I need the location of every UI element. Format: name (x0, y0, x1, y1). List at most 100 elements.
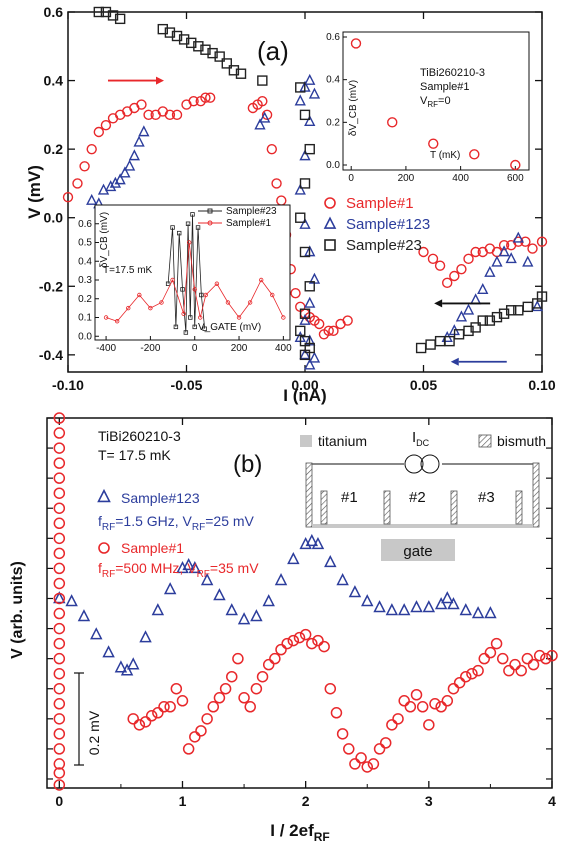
panel-a-point-circle (188, 95, 199, 107)
panel-a-point-triangle (304, 73, 316, 85)
panel-b-point-triangle (410, 600, 423, 613)
panel-b-point-circle (53, 532, 66, 545)
panel-b-point-triangle (225, 603, 238, 616)
inset-gate-point (183, 330, 189, 335)
panel-a-point-triangle (259, 111, 271, 123)
panel-b-point-circle (133, 719, 146, 731)
inset-gate-legend-label: Sample#23 (226, 206, 277, 217)
inset-gate-point (203, 292, 208, 298)
gate-electrode (381, 539, 455, 561)
panel-a-point-circle (470, 246, 481, 258)
panel-a-x-tick-label: -0.10 (52, 377, 84, 393)
panel-b: 0 1 2 3 4 (b) TiBi260210-3 T= 17.5 mK Sample… (9, 412, 558, 844)
panel-a-label: (a) (257, 36, 289, 66)
panel-b-point-triangle (397, 603, 411, 616)
panel-b-point-circle (275, 643, 287, 656)
panel-a-point-square (536, 291, 548, 302)
inset-temperature-y-tick-label: 0.0 (326, 160, 340, 171)
panel-a-point-triangle (299, 348, 311, 360)
panel-b-point-circle (416, 701, 429, 713)
panel-a-point-circle (463, 253, 474, 265)
panel-a-y-tick-label: 0.4 (44, 73, 64, 89)
panel-b-point-triangle (182, 558, 195, 571)
panel-a-point-circle (79, 161, 90, 172)
titanium-swatch (300, 435, 312, 447)
panel-a-point-triangle (86, 193, 98, 205)
panel-b-point-triangle (459, 603, 473, 616)
panel-b-point-triangle (336, 573, 349, 586)
panel-a-point-triangle (498, 245, 510, 257)
inset-temperature-x-tick-label: 0 (348, 173, 354, 184)
panel-b-point-circle (226, 670, 238, 683)
inset-gate-y-tick-label: 0.1 (78, 313, 92, 324)
inset-gate-x-tick-label: 400 (275, 343, 292, 354)
panel-a-point-square (114, 13, 126, 25)
panel-b-point-circle (330, 707, 343, 719)
panel-a-point-circle (200, 92, 211, 103)
bismuth-island-3 (515, 490, 523, 525)
inset-gate-y-tick-label: 0.2 (78, 294, 92, 305)
inset-gate-point (258, 277, 264, 283)
panel-a-point-square (207, 47, 218, 59)
bismuth-label: bismuth (497, 433, 546, 449)
panel-b-point-circle (195, 725, 207, 737)
panel-a-point-circle (143, 109, 154, 121)
panel-b-point-triangle (77, 609, 91, 622)
panel-b-x-tick-label: 0 (55, 793, 63, 809)
panel-b-point-triangle (102, 645, 115, 658)
panel-a-point-square (505, 305, 517, 316)
panel-b-point-circle (244, 701, 256, 713)
panel-a-point-triangle (299, 217, 311, 229)
bismuth-island-1a (320, 490, 328, 525)
inset-gate-legend-marker (207, 220, 213, 226)
panel-b-point-circle (53, 667, 66, 680)
panel-a-point-triangle (469, 293, 482, 305)
panel-a-point-triangle (109, 176, 122, 188)
panel-b-point-circle (527, 658, 540, 671)
panel-a-y-tick-label: -0.2 (39, 278, 63, 294)
panel-a-arrow-head (155, 76, 164, 85)
panel-b-point-circle (53, 743, 66, 755)
inset-sample-label: Sample#1 (420, 81, 470, 93)
panel-b-point-circle (453, 676, 466, 689)
panel-a-point-triangle (491, 255, 503, 267)
inset-gate-point (173, 324, 179, 330)
titanium-label: titanium (318, 433, 367, 449)
panel-a-point-square (477, 315, 488, 326)
panel-a-point-triangle (294, 183, 306, 195)
panel-a-point-circle (86, 143, 97, 155)
inset-vrf-label: VRF=0 (420, 95, 451, 109)
inset-gate-point (103, 315, 109, 320)
inset-temperature-point (350, 38, 362, 49)
inset-gate-point (199, 292, 204, 298)
panel-b-point-circle (158, 701, 170, 713)
panel-a-point-circle (434, 260, 446, 271)
panel-a-point-triangle (522, 255, 534, 267)
panel-b-point-circle (53, 682, 66, 695)
panel-a-point-triangle (114, 173, 126, 185)
inset-gate-point (281, 315, 286, 320)
panel-a-point-triangle (105, 180, 117, 192)
panel-b-point-circle (201, 713, 213, 725)
panel-a-point-square (299, 349, 311, 361)
inset-temperature-point (469, 149, 480, 160)
panel-b-point-triangle (348, 585, 362, 598)
panel-b-point-circle (373, 743, 386, 755)
panel-b-point-triangle (213, 588, 226, 601)
bismuth-island-1b (383, 490, 391, 525)
panel-b-point-triangle (471, 606, 485, 619)
inset-temperature-x-tick-label: 600 (507, 173, 524, 184)
panel-a-point-circle (62, 191, 74, 203)
panel-a-point-circle (536, 236, 548, 247)
inset-gate-y-tick-label: 0.5 (78, 238, 92, 249)
panel-b-point-circle (53, 652, 66, 665)
inset-temperature-y-tick-label: 0.4 (326, 75, 340, 86)
legend-a-label: Sample#1 (346, 195, 414, 212)
panel-a-point-square (100, 6, 112, 18)
panel-b-point-triangle (361, 594, 374, 607)
panel-a-y-tick-label: 0.6 (44, 4, 64, 20)
panel-a-point-square (93, 6, 105, 18)
panel-a-arrow-head (450, 357, 459, 366)
panel-a-point-circle (276, 195, 287, 206)
